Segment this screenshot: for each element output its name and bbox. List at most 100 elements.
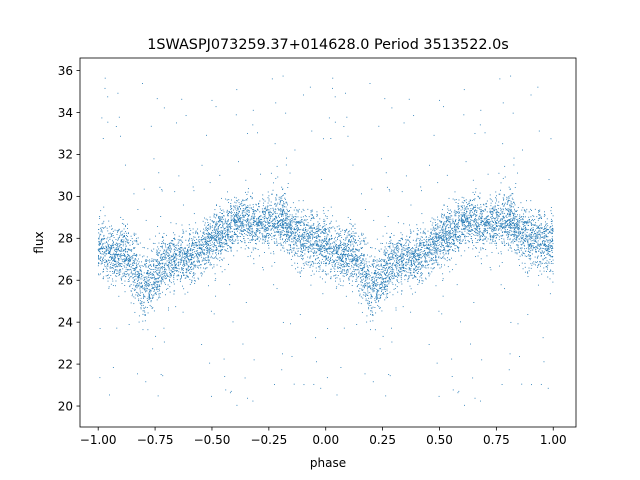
data-point: [98, 258, 100, 259]
data-point: [434, 243, 436, 245]
data-point: [135, 254, 137, 256]
data-point: [513, 225, 515, 227]
data-point: [338, 254, 340, 255]
data-point: [240, 208, 241, 210]
data-point: [489, 233, 491, 235]
data-point: [115, 275, 117, 277]
data-point: [147, 270, 148, 272]
data-point: [490, 205, 492, 207]
data-point: [155, 289, 157, 291]
data-point: [523, 242, 525, 244]
data-point: [192, 264, 194, 265]
data-point: [547, 232, 549, 234]
data-point: [376, 296, 378, 298]
data-point: [180, 278, 182, 280]
data-point: [200, 240, 202, 242]
data-point: [178, 275, 180, 277]
data-point: [262, 212, 264, 214]
data-point: [309, 265, 311, 267]
data-point: [339, 228, 341, 230]
data-point: [546, 270, 547, 272]
data-point: [100, 240, 102, 242]
data-point: [106, 265, 108, 267]
data-point: [192, 262, 194, 264]
data-point: [493, 210, 495, 211]
data-point: [538, 244, 540, 246]
data-point: [405, 241, 407, 243]
data-point: [438, 249, 440, 251]
data-point: [225, 242, 227, 244]
data-point: [126, 232, 128, 234]
data-point: [297, 255, 299, 257]
data-point: [496, 200, 497, 202]
data-point: [403, 267, 405, 269]
data-point: [461, 215, 463, 217]
data-point: [249, 232, 251, 234]
data-point: [253, 209, 255, 211]
data-point: [279, 200, 281, 202]
data-point: [198, 248, 200, 250]
data-point: [305, 224, 307, 226]
data-point: [205, 244, 207, 246]
data-point: [124, 273, 126, 275]
data-point: [334, 236, 336, 238]
data-point: [452, 236, 454, 238]
data-point: [159, 261, 160, 263]
data-point: [208, 237, 210, 239]
data-point: [127, 240, 129, 241]
data-point: [311, 215, 313, 217]
data-point: [508, 369, 510, 371]
data-point: [400, 278, 402, 280]
data-point: [245, 208, 247, 210]
data-point: [453, 242, 455, 244]
data-point: [175, 263, 177, 265]
data-point: [537, 86, 539, 88]
data-point: [264, 228, 266, 230]
data-point: [426, 260, 428, 262]
data-point: [107, 275, 108, 276]
data-point: [164, 294, 166, 296]
data-point: [233, 206, 235, 208]
data-point: [538, 214, 540, 216]
data-point: [120, 234, 122, 236]
data-point: [360, 284, 362, 286]
data-point: [215, 256, 217, 258]
data-point: [188, 224, 190, 226]
data-point: [99, 216, 101, 217]
data-point: [270, 225, 272, 227]
data-point: [107, 236, 109, 238]
data-point: [127, 248, 129, 250]
data-point: [212, 237, 214, 238]
data-point: [513, 241, 515, 242]
data-point: [499, 227, 501, 229]
data-point: [401, 261, 403, 263]
data-point: [440, 249, 441, 251]
data-point: [533, 263, 535, 265]
data-point: [134, 262, 136, 264]
data-point: [445, 217, 447, 219]
data-point: [147, 266, 149, 268]
data-point: [356, 286, 358, 288]
data-point: [309, 237, 311, 239]
data-point: [517, 247, 519, 249]
data-point: [179, 251, 181, 253]
data-point: [508, 186, 510, 188]
data-point: [428, 239, 430, 241]
data-point: [405, 248, 407, 250]
data-point: [438, 240, 440, 241]
data-point: [256, 228, 258, 230]
data-point: [403, 258, 405, 260]
data-point: [363, 239, 365, 241]
data-point: [117, 257, 119, 259]
data-point: [239, 220, 241, 222]
data-point: [443, 213, 445, 215]
data-point: [524, 262, 526, 264]
data-point: [383, 279, 384, 281]
data-point: [144, 281, 146, 283]
data-point: [479, 198, 481, 200]
data-point: [439, 225, 441, 227]
data-point: [513, 212, 515, 214]
data-point: [153, 271, 154, 273]
data-point: [227, 236, 229, 238]
data-point: [311, 248, 313, 250]
